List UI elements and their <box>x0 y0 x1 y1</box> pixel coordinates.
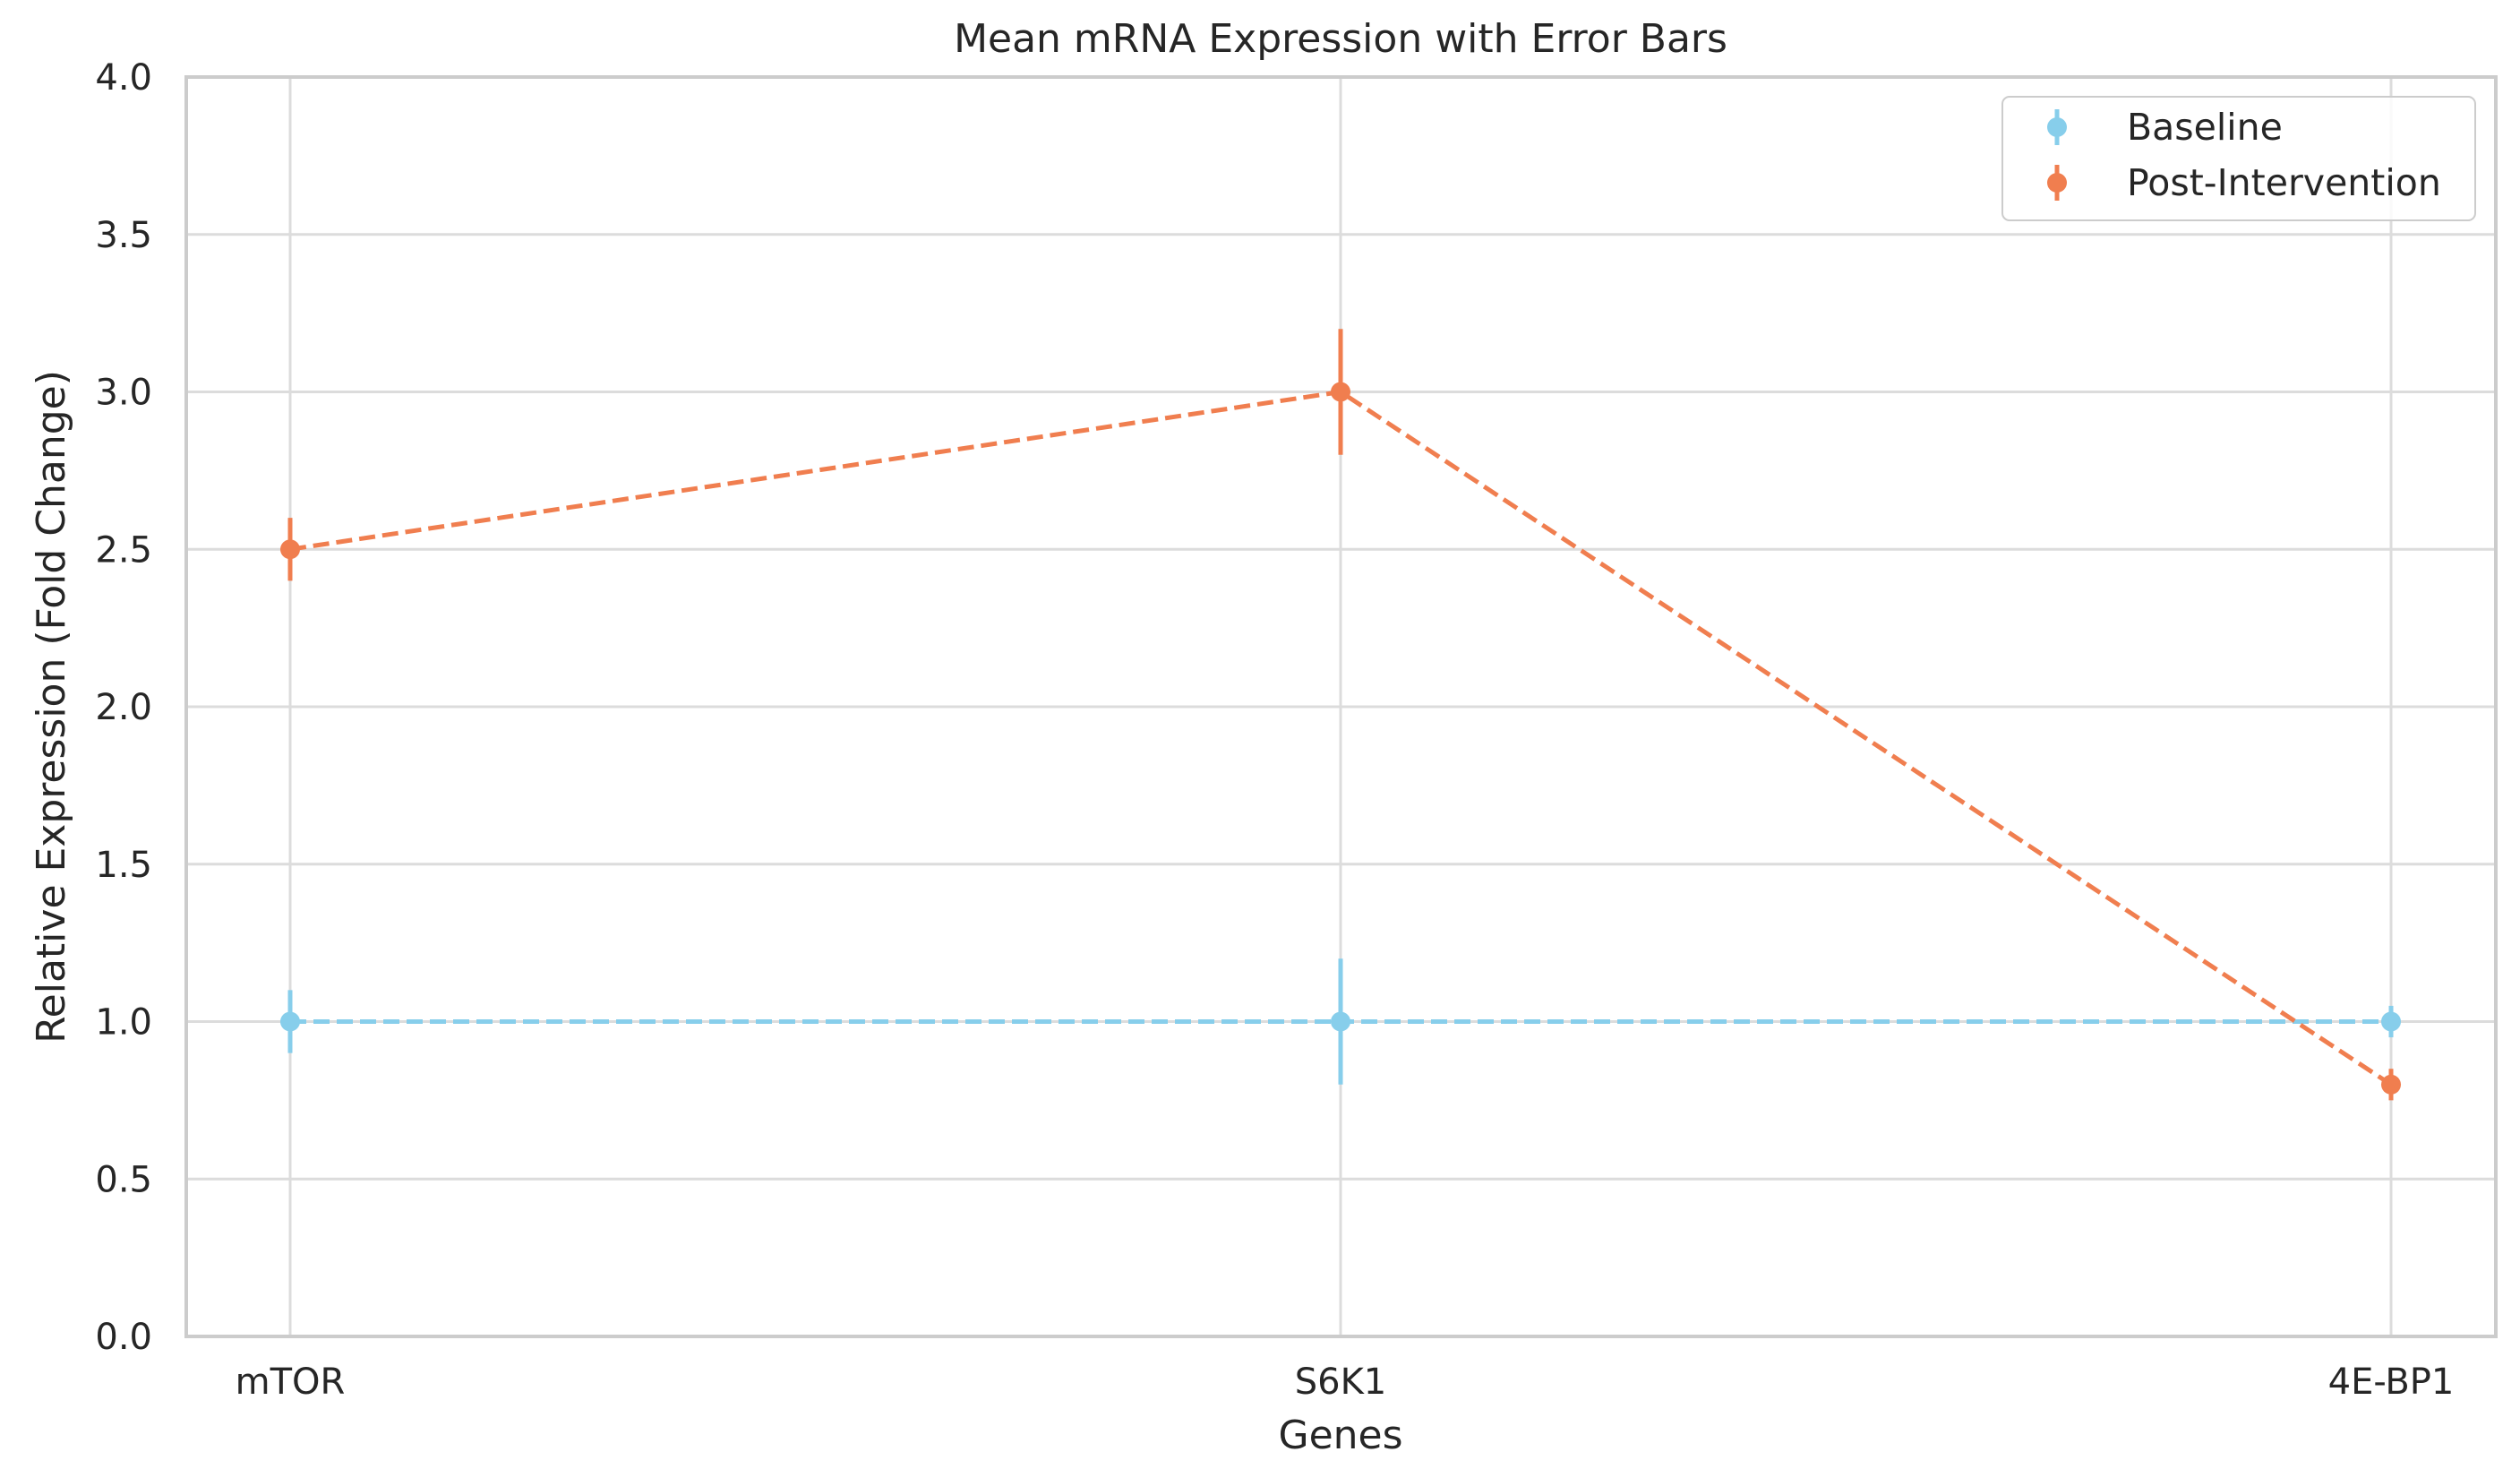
data-point <box>280 539 300 560</box>
legend-item: Baseline <box>2047 106 2283 149</box>
legend-items: Baseline Post-Intervention <box>2047 106 2441 204</box>
x-axis-label: Genes <box>1278 1413 1402 1458</box>
legend-item: Post-Intervention <box>2047 161 2441 204</box>
series-1 <box>280 329 2401 1101</box>
x-tick-label: 4E-BP1 <box>2328 1362 2455 1403</box>
axis-ticks: 0.0 0.5 1.0 1.5 2.0 2.5 3.0 3.5 4.0 mTOR S6K1 4E-BP… <box>95 57 2454 1403</box>
y-tick-label: 1.0 <box>95 1002 152 1044</box>
y-tick-label: 3.0 <box>95 373 152 414</box>
legend: Baseline Post-Intervention <box>2001 96 2476 221</box>
y-tick-label: 1.5 <box>95 845 152 886</box>
data-point <box>2381 1011 2401 1032</box>
y-tick-label: 3.5 <box>95 215 152 256</box>
series-group <box>280 329 2401 1101</box>
legend-box <box>2001 96 2476 221</box>
y-tick-label: 2.0 <box>95 687 152 728</box>
data-point <box>1331 382 1350 402</box>
y-axis-label: Relative Expression (Fold Change) <box>29 370 74 1044</box>
legend-label: Baseline <box>2127 106 2283 149</box>
series-0 <box>280 958 2401 1085</box>
data-point <box>280 1011 300 1032</box>
data-point <box>1331 1011 1350 1032</box>
y-tick-label: 4.0 <box>95 57 152 99</box>
data-point <box>2381 1074 2401 1095</box>
y-tick-label: 0.5 <box>95 1159 152 1200</box>
plot-area-border <box>184 75 2498 1338</box>
legend-label: Post-Intervention <box>2127 161 2441 204</box>
chart-title: Mean mRNA Expression with Error Bars <box>954 16 1727 62</box>
legend-marker-icon <box>2047 173 2067 193</box>
y-tick-label: 0.0 <box>95 1317 152 1358</box>
y-tick-label: 2.5 <box>95 529 152 571</box>
x-tick-label: mTOR <box>236 1362 346 1403</box>
x-tick-label: S6K1 <box>1295 1362 1387 1403</box>
legend-marker-icon <box>2047 117 2067 137</box>
